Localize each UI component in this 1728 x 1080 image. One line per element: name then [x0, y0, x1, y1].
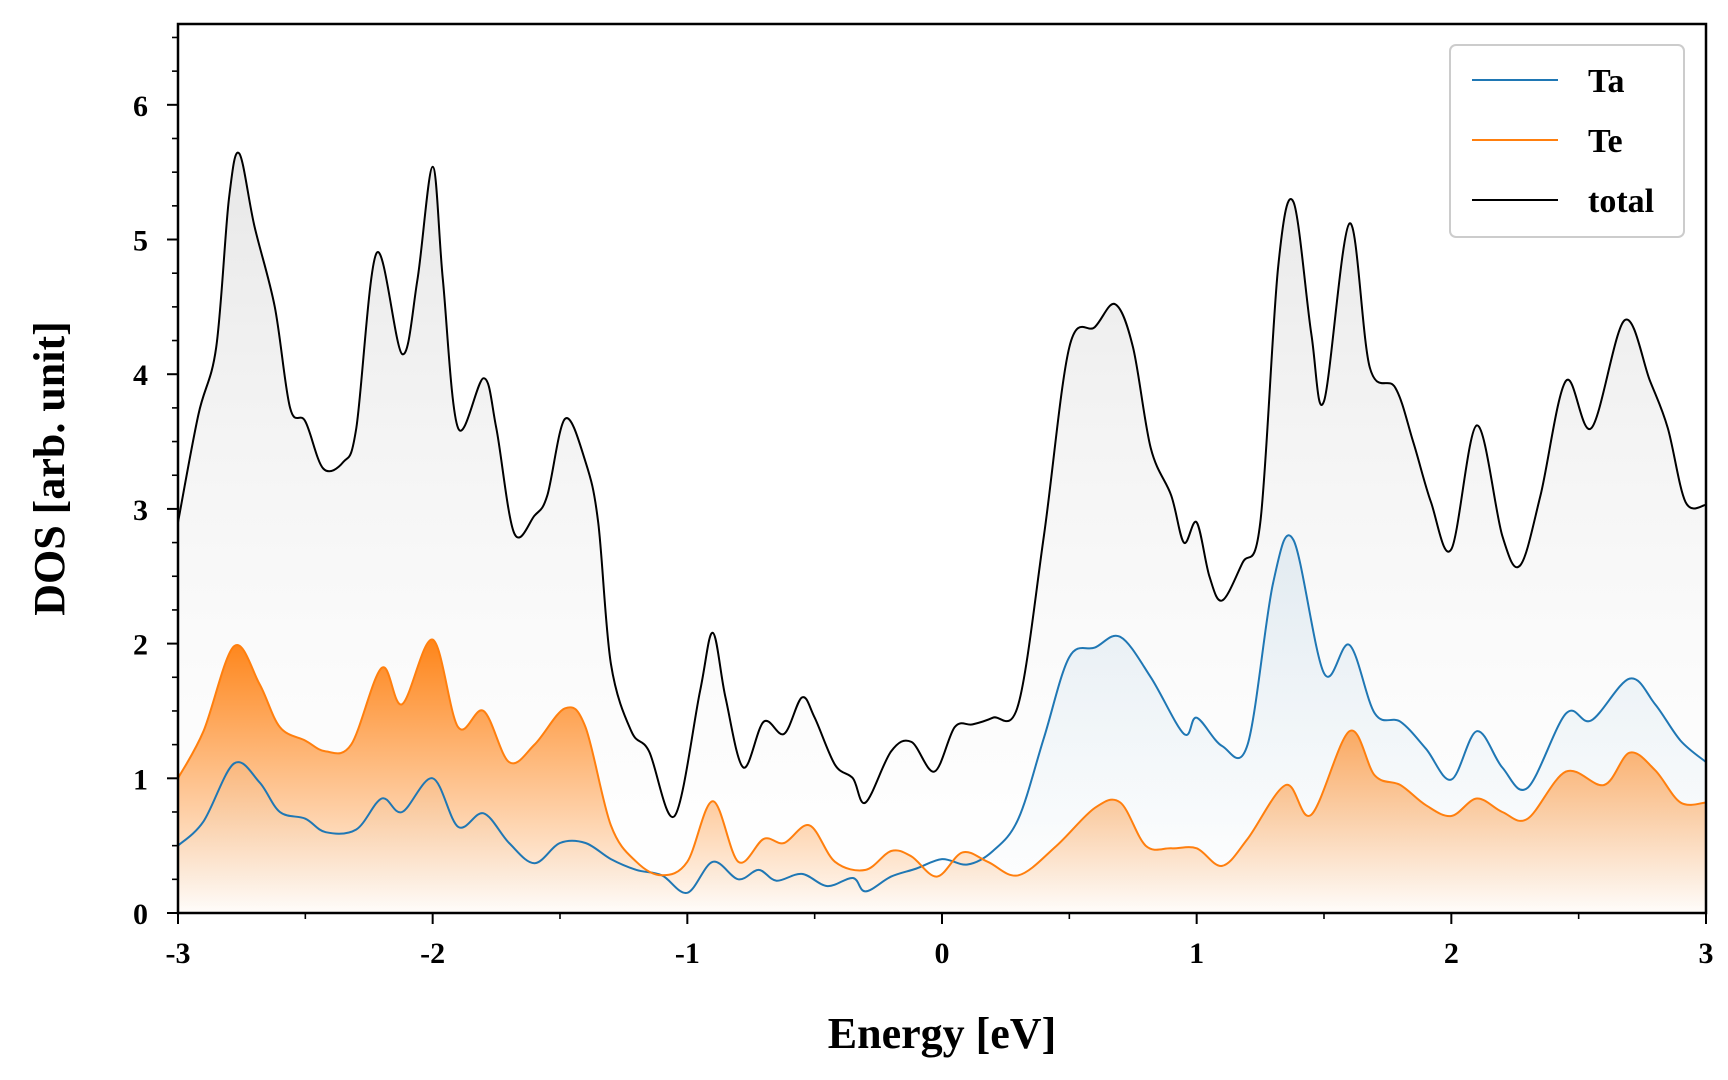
x-tick-label: 2 [1444, 937, 1459, 970]
legend: Ta Te total [1449, 44, 1685, 238]
x-tick-label: 0 [935, 937, 950, 970]
y-axis-ticks: 0 1 2 3 4 5 6 [133, 36, 178, 931]
legend-box [1449, 44, 1685, 238]
y-axis-title: DOS [arb. unit] [25, 321, 74, 616]
x-tick-label: -3 [166, 937, 191, 970]
total-line [178, 151, 1706, 819]
te-area-fill [178, 639, 1706, 913]
x-tick-label: 1 [1189, 937, 1204, 970]
area-fills [178, 152, 1706, 913]
legend-label-total: total [1588, 183, 1654, 220]
te-line [178, 638, 1706, 878]
y-tick-label: 4 [133, 359, 148, 392]
ta-line [178, 534, 1706, 894]
y-tick-label: 5 [133, 225, 148, 258]
y-tick-label: 6 [133, 90, 148, 123]
y-tick-label: 1 [133, 763, 148, 796]
y-tick-label: 0 [133, 898, 148, 931]
y-tick-label: 3 [133, 494, 148, 527]
x-tick-label: -2 [420, 937, 445, 970]
x-tick-label: -1 [675, 937, 700, 970]
y-tick-label: 2 [133, 629, 148, 662]
x-tick-label: 3 [1699, 937, 1714, 970]
x-axis-title: Energy [eV] [828, 1009, 1057, 1058]
series-lines [178, 151, 1706, 894]
legend-label-ta: Ta [1588, 63, 1625, 100]
x-axis-ticks: -3 -2 -1 0 1 2 3 [166, 913, 1714, 970]
legend-label-te: Te [1588, 123, 1623, 160]
